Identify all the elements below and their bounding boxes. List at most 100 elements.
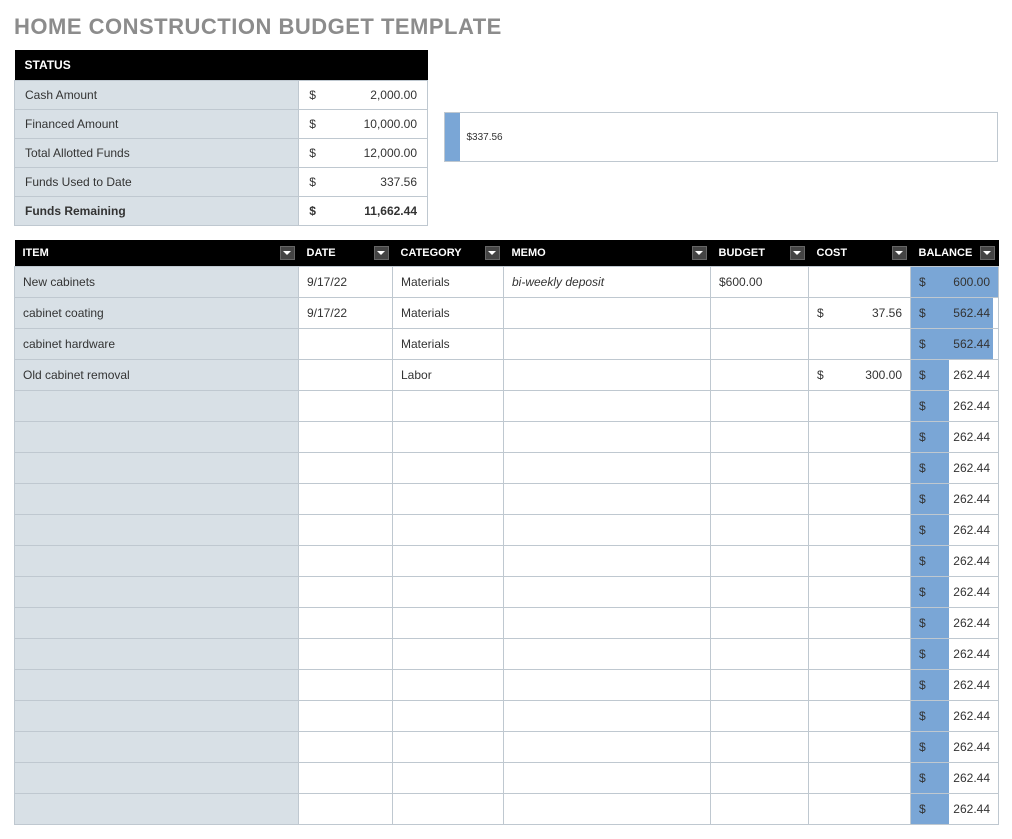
cell-category[interactable]: Labor — [393, 360, 504, 391]
cell-date[interactable] — [299, 484, 393, 515]
cell-balance[interactable]: $262.44 — [911, 484, 999, 515]
cell-budget[interactable] — [711, 422, 809, 453]
cell-budget[interactable] — [711, 453, 809, 484]
filter-dropdown-icon[interactable] — [374, 246, 389, 260]
cell-budget[interactable] — [711, 670, 809, 701]
cell-item[interactable] — [15, 577, 299, 608]
cell-date[interactable] — [299, 391, 393, 422]
cell-date[interactable]: 9/17/22 — [299, 298, 393, 329]
cell-memo[interactable] — [504, 794, 711, 825]
cell-cost[interactable] — [809, 453, 911, 484]
cell-budget[interactable] — [711, 763, 809, 794]
status-row-value[interactable]: $10,000.00 — [299, 110, 428, 139]
cell-balance[interactable]: $262.44 — [911, 515, 999, 546]
cell-balance[interactable]: $262.44 — [911, 701, 999, 732]
cell-category[interactable] — [393, 422, 504, 453]
cell-budget[interactable] — [711, 515, 809, 546]
cell-budget[interactable] — [711, 391, 809, 422]
cell-category[interactable] — [393, 639, 504, 670]
cell-balance[interactable]: $262.44 — [911, 577, 999, 608]
filter-dropdown-icon[interactable] — [280, 246, 295, 260]
cell-balance[interactable]: $262.44 — [911, 453, 999, 484]
cell-date[interactable] — [299, 515, 393, 546]
cell-budget[interactable] — [711, 732, 809, 763]
cell-budget[interactable] — [711, 360, 809, 391]
cell-memo[interactable] — [504, 329, 711, 360]
cell-cost[interactable] — [809, 515, 911, 546]
cell-balance[interactable]: $262.44 — [911, 670, 999, 701]
cell-memo[interactable] — [504, 639, 711, 670]
cell-category[interactable] — [393, 453, 504, 484]
cell-balance[interactable]: $262.44 — [911, 608, 999, 639]
cell-balance[interactable]: $262.44 — [911, 639, 999, 670]
cell-balance[interactable]: $262.44 — [911, 391, 999, 422]
filter-dropdown-icon[interactable] — [692, 246, 707, 260]
cell-category[interactable] — [393, 732, 504, 763]
col-header-budget[interactable]: BUDGET — [711, 240, 809, 267]
status-row-value[interactable]: $11,662.44 — [299, 197, 428, 226]
cell-balance[interactable]: $562.44 — [911, 329, 999, 360]
status-row-label[interactable]: Funds Used to Date — [15, 168, 299, 197]
cell-category[interactable] — [393, 577, 504, 608]
cell-item[interactable] — [15, 422, 299, 453]
cell-memo[interactable] — [504, 391, 711, 422]
cell-budget[interactable] — [711, 608, 809, 639]
cell-cost[interactable] — [809, 391, 911, 422]
cell-cost[interactable] — [809, 422, 911, 453]
col-header-balance[interactable]: BALANCE — [911, 240, 999, 267]
cell-memo[interactable] — [504, 298, 711, 329]
cell-budget[interactable] — [711, 484, 809, 515]
filter-dropdown-icon[interactable] — [980, 246, 995, 260]
cell-category[interactable] — [393, 670, 504, 701]
cell-cost[interactable] — [809, 732, 911, 763]
cell-budget[interactable] — [711, 298, 809, 329]
cell-cost[interactable]: $300.00 — [809, 360, 911, 391]
col-header-cost[interactable]: COST — [809, 240, 911, 267]
cell-date[interactable] — [299, 794, 393, 825]
cell-cost[interactable] — [809, 577, 911, 608]
cell-item[interactable] — [15, 391, 299, 422]
cell-date[interactable] — [299, 422, 393, 453]
col-header-item[interactable]: ITEM — [15, 240, 299, 267]
cell-memo[interactable] — [504, 453, 711, 484]
cell-memo[interactable] — [504, 577, 711, 608]
cell-budget[interactable] — [711, 329, 809, 360]
cell-category[interactable] — [393, 701, 504, 732]
cell-category[interactable]: Materials — [393, 267, 504, 298]
cell-budget[interactable] — [711, 794, 809, 825]
cell-date[interactable] — [299, 453, 393, 484]
status-row-label[interactable]: Total Allotted Funds — [15, 139, 299, 168]
status-row-label[interactable]: Funds Remaining — [15, 197, 299, 226]
cell-balance[interactable]: $562.44 — [911, 298, 999, 329]
cell-budget[interactable] — [711, 639, 809, 670]
cell-budget[interactable] — [711, 546, 809, 577]
cell-budget[interactable] — [711, 701, 809, 732]
status-row-value[interactable]: $2,000.00 — [299, 81, 428, 110]
cell-item[interactable]: New cabinets — [15, 267, 299, 298]
cell-cost[interactable] — [809, 639, 911, 670]
cell-memo[interactable] — [504, 608, 711, 639]
filter-dropdown-icon[interactable] — [790, 246, 805, 260]
cell-item[interactable] — [15, 546, 299, 577]
cell-date[interactable] — [299, 329, 393, 360]
cell-budget[interactable] — [711, 577, 809, 608]
cell-balance[interactable]: $262.44 — [911, 546, 999, 577]
cell-memo[interactable] — [504, 360, 711, 391]
cell-category[interactable] — [393, 794, 504, 825]
cell-date[interactable] — [299, 546, 393, 577]
cell-memo[interactable]: bi-weekly deposit — [504, 267, 711, 298]
cell-memo[interactable] — [504, 422, 711, 453]
cell-cost[interactable] — [809, 701, 911, 732]
cell-category[interactable] — [393, 546, 504, 577]
cell-cost[interactable] — [809, 670, 911, 701]
cell-date[interactable] — [299, 360, 393, 391]
cell-balance[interactable]: $262.44 — [911, 360, 999, 391]
col-header-category[interactable]: CATEGORY — [393, 240, 504, 267]
cell-date[interactable] — [299, 732, 393, 763]
cell-balance[interactable]: $262.44 — [911, 422, 999, 453]
cell-date[interactable] — [299, 670, 393, 701]
cell-date[interactable]: 9/17/22 — [299, 267, 393, 298]
col-header-date[interactable]: DATE — [299, 240, 393, 267]
cell-memo[interactable] — [504, 515, 711, 546]
cell-category[interactable] — [393, 763, 504, 794]
